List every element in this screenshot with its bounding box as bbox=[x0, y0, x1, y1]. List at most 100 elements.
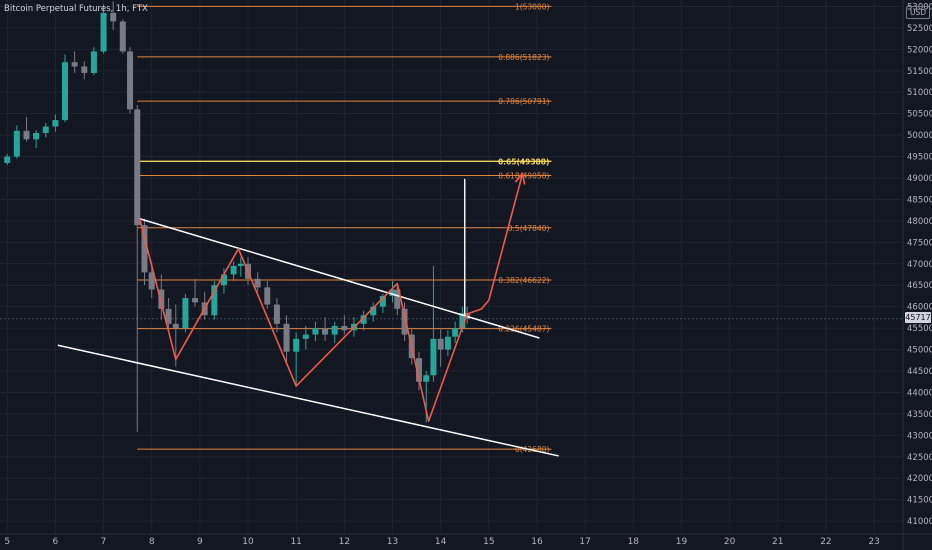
fib-level-label: 0.786(50791) bbox=[498, 97, 549, 106]
price-axis[interactable]: 53000 52500 52000 51500 51000 50500 50000 49500… bbox=[902, 0, 932, 550]
chart-title: Bitcoin Perpetual Futures, 1h, FTX bbox=[4, 4, 148, 14]
price-tick-label: 45000 bbox=[907, 346, 932, 356]
price-tick-label: 48000 bbox=[907, 217, 932, 227]
candle-body bbox=[100, 12, 107, 52]
time-tick-label: 16 bbox=[531, 537, 543, 547]
candle-body bbox=[283, 323, 290, 352]
candle-body bbox=[452, 328, 459, 337]
candle-body bbox=[192, 298, 199, 303]
fib-level-label: 0.382(46622) bbox=[498, 276, 549, 285]
current-price-label: 45717 bbox=[905, 312, 931, 323]
time-tick-label: 6 bbox=[53, 537, 59, 547]
candle-body bbox=[119, 21, 126, 52]
candle-body bbox=[110, 12, 117, 22]
time-tick-label: 10 bbox=[242, 537, 254, 547]
candle-body bbox=[302, 334, 309, 339]
candle-body bbox=[379, 295, 386, 307]
candle-body bbox=[389, 289, 396, 296]
fib-level-label: 0.618(49058) bbox=[498, 172, 549, 181]
price-tick-label: 46500 bbox=[907, 281, 932, 291]
candle-body bbox=[312, 328, 319, 335]
candle-body bbox=[293, 338, 300, 352]
candle-body bbox=[33, 132, 40, 140]
candle-body bbox=[13, 130, 20, 157]
candle-body bbox=[172, 323, 179, 329]
candle-body bbox=[90, 51, 97, 73]
candles bbox=[4, 1, 471, 432]
candle-body bbox=[134, 109, 141, 226]
candle-body bbox=[71, 62, 78, 67]
candle-body bbox=[360, 315, 367, 324]
price-tick-label: 44000 bbox=[907, 388, 932, 398]
candle-body bbox=[127, 51, 134, 110]
time-tick-label: 7 bbox=[101, 537, 107, 547]
time-tick-label: 12 bbox=[339, 537, 350, 547]
price-tick-label: 53000 bbox=[907, 2, 932, 12]
candle-body bbox=[62, 62, 69, 121]
price-tick-label: 52000 bbox=[907, 45, 932, 55]
time-tick-label: 23 bbox=[868, 537, 879, 547]
price-tick-label: 43000 bbox=[907, 431, 932, 441]
candle-body bbox=[148, 272, 155, 290]
fib-level-label: 0.236(45487) bbox=[498, 325, 549, 334]
price-tick-label: 48500 bbox=[907, 195, 932, 205]
candle-body bbox=[459, 313, 466, 329]
time-tick-label: 13 bbox=[387, 537, 398, 547]
candle-body bbox=[23, 130, 30, 140]
candle-body bbox=[254, 278, 261, 288]
channel-line-upper bbox=[139, 218, 540, 339]
price-tick-label: 43500 bbox=[907, 410, 932, 420]
time-tick-label: 22 bbox=[820, 537, 831, 547]
price-tick-label: 45500 bbox=[907, 324, 932, 334]
time-tick-label: 18 bbox=[628, 537, 640, 547]
candle-body bbox=[220, 274, 227, 286]
price-tick-label: 41500 bbox=[907, 496, 932, 506]
candle-body bbox=[273, 304, 280, 324]
candle-body bbox=[158, 289, 165, 309]
candle-body bbox=[401, 308, 408, 335]
time-tick-label: 17 bbox=[579, 537, 590, 547]
time-tick-label: 11 bbox=[290, 537, 301, 547]
candle-body bbox=[237, 263, 244, 266]
time-tick-label: 15 bbox=[483, 537, 494, 547]
candle-body bbox=[264, 287, 271, 305]
candle-body bbox=[42, 126, 49, 133]
candle-body bbox=[230, 265, 237, 275]
currency-button[interactable]: USD bbox=[906, 6, 930, 19]
price-tick-label: 51500 bbox=[907, 67, 932, 77]
time-tick-label: 9 bbox=[197, 537, 203, 547]
price-tick-label: 49500 bbox=[907, 153, 932, 163]
price-tick-label: 46000 bbox=[907, 303, 932, 313]
candle-body bbox=[437, 338, 444, 350]
candle-body bbox=[211, 285, 218, 316]
candle-body bbox=[394, 289, 401, 309]
price-tick-label: 41000 bbox=[907, 517, 932, 527]
candle-body bbox=[430, 338, 437, 376]
candle-body bbox=[370, 306, 377, 316]
price-tick-label: 52500 bbox=[907, 24, 932, 34]
candle-body bbox=[415, 358, 422, 382]
candle-body bbox=[341, 325, 348, 331]
price-tick-label: 49000 bbox=[907, 174, 932, 184]
pattern-path bbox=[138, 173, 524, 422]
channel-line-lower bbox=[57, 344, 559, 457]
grid bbox=[0, 0, 903, 534]
fib-level-label: 0.5(47840) bbox=[508, 224, 550, 233]
price-tick-label: 44500 bbox=[907, 367, 932, 377]
price-tick-label: 50500 bbox=[907, 110, 932, 120]
price-tick-label: 47000 bbox=[907, 260, 932, 270]
drawings bbox=[57, 171, 559, 457]
fib-level-label: 0.886(51823) bbox=[498, 53, 549, 62]
price-tick-label: 42500 bbox=[907, 453, 932, 463]
candle-body bbox=[444, 336, 451, 350]
pattern-arrow-head bbox=[514, 171, 526, 185]
candle-body bbox=[141, 225, 148, 273]
candle-body bbox=[182, 298, 189, 329]
fib-level-label: 0.65(49388) bbox=[498, 157, 549, 166]
price-tick-label: 47500 bbox=[907, 238, 932, 248]
fib-level-label: 1(53000) bbox=[515, 2, 550, 11]
time-tick-label: 19 bbox=[676, 537, 688, 547]
time-axis[interactable]: 5 6 7 8 9 10 11 12 13 14 15 16 17 18 19 20 21 22 23 bbox=[0, 533, 932, 547]
time-tick-label: 8 bbox=[149, 537, 155, 547]
